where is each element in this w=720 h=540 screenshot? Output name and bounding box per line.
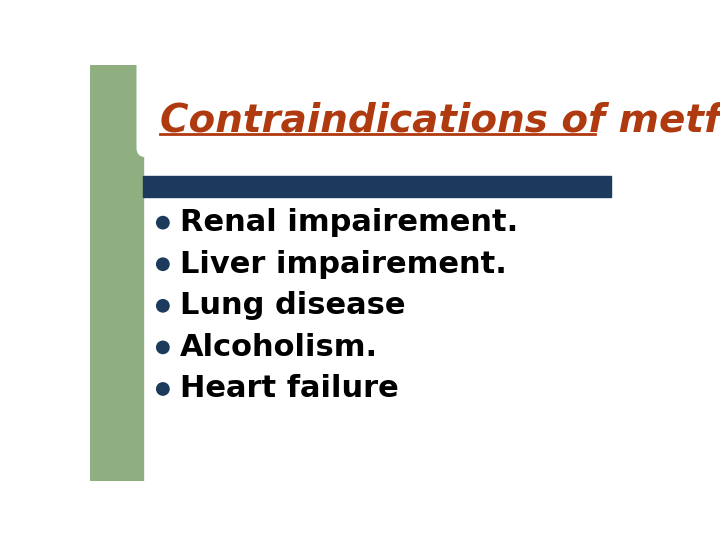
Circle shape (157, 300, 169, 312)
Text: Lung disease: Lung disease (180, 291, 405, 320)
Circle shape (157, 341, 169, 354)
Text: Contraindications of metformin: Contraindications of metformin (160, 101, 720, 139)
Circle shape (157, 383, 169, 395)
Circle shape (157, 217, 169, 229)
Bar (143, 176, 611, 197)
Circle shape (157, 258, 169, 271)
Text: Renal impairement.: Renal impairement. (180, 208, 518, 237)
FancyBboxPatch shape (137, 56, 300, 157)
Text: Heart failure: Heart failure (180, 374, 399, 403)
Bar (143, 65, 290, 150)
Bar (90, 65, 143, 481)
Text: Liver impairement.: Liver impairement. (180, 249, 507, 279)
Text: Alcoholism.: Alcoholism. (180, 333, 378, 362)
